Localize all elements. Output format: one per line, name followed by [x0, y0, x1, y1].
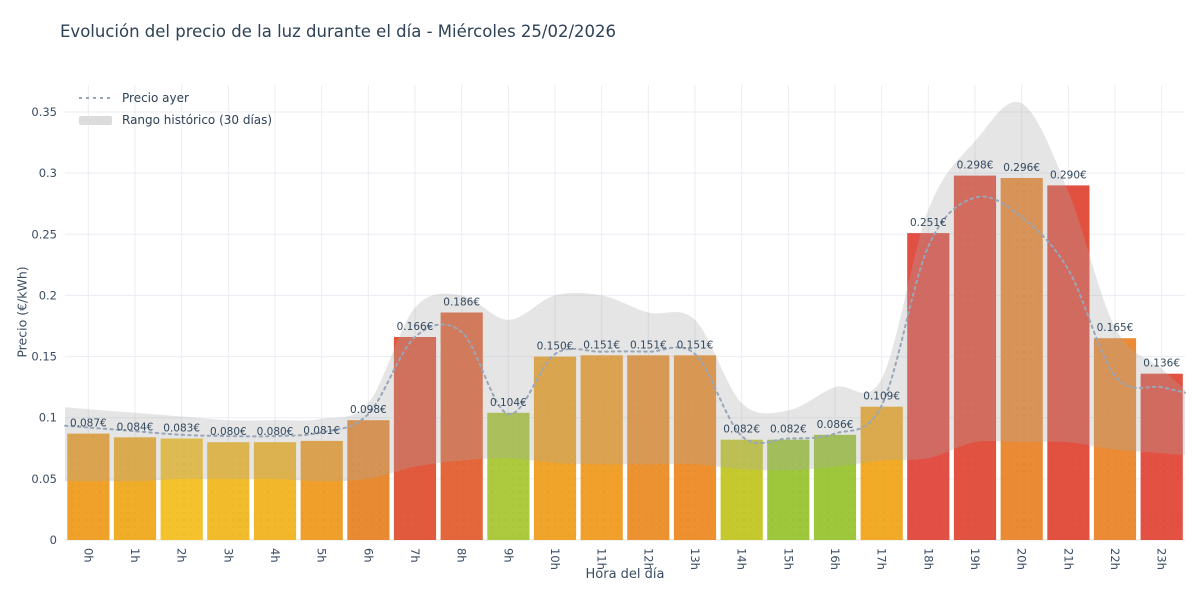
- bar-value-label: 0.165€: [1097, 322, 1134, 334]
- x-tick-label: 0h: [81, 548, 95, 563]
- bar-value-label: 0.290€: [1050, 169, 1087, 181]
- bar-value-label: 0.083€: [163, 423, 200, 435]
- x-tick-label: 23h: [1155, 548, 1169, 570]
- bar-value-label: 0.298€: [957, 160, 994, 172]
- x-tick-label: 2h: [175, 548, 189, 563]
- bar-value-label: 0.151€: [630, 339, 667, 351]
- x-tick-label: 18h: [921, 548, 935, 570]
- bar-value-label: 0.136€: [1143, 358, 1180, 370]
- legend-item-rango-historico[interactable]: Rango histórico (30 días): [79, 113, 272, 127]
- legend-label: Rango histórico (30 días): [122, 113, 273, 127]
- x-tick-label: 3h: [221, 548, 235, 563]
- x-tick-label: 4h: [268, 548, 282, 563]
- x-tick-label: 15h: [781, 548, 795, 570]
- y-tick-label: 0.35: [31, 105, 57, 119]
- bar-value-label: 0.087€: [70, 418, 107, 430]
- x-tick-label: 22h: [1108, 548, 1122, 570]
- y-tick-label: 0.2: [39, 288, 57, 302]
- y-axis-title: Precio (€/kWh): [14, 266, 30, 358]
- legend-label: Precio ayer: [122, 91, 189, 105]
- x-tick-label: 21h: [1061, 548, 1075, 570]
- bar-value-label: 0.086€: [817, 419, 854, 431]
- bar-value-label: 0.081€: [303, 425, 340, 437]
- bar-value-label: 0.080€: [210, 426, 247, 438]
- bar-value-label: 0.080€: [257, 426, 294, 438]
- x-tick-label: 1h: [128, 548, 142, 563]
- x-tick-label: 7h: [408, 548, 422, 563]
- legend-item-precio-ayer[interactable]: Precio ayer: [79, 91, 272, 105]
- y-tick-label: 0.05: [31, 472, 57, 486]
- x-tick-label: 9h: [501, 548, 515, 563]
- x-tick-label: 10h: [548, 548, 562, 570]
- chart-title: Evolución del precio de la luz durante e…: [60, 22, 617, 41]
- bar-value-label: 0.082€: [770, 424, 807, 436]
- x-tick-label: 6h: [361, 548, 375, 563]
- band-swatch-icon: [79, 115, 112, 125]
- x-tick-label: 5h: [315, 548, 329, 563]
- x-tick-label: 17h: [875, 548, 889, 570]
- bar-value-label: 0.082€: [723, 424, 760, 436]
- y-tick-label: 0.1: [39, 411, 57, 425]
- x-tick-label: 20h: [1015, 548, 1029, 570]
- bar-value-label: 0.296€: [1003, 162, 1040, 174]
- y-tick-label: 0.3: [39, 166, 57, 180]
- x-axis-title: Hora del día: [585, 567, 665, 582]
- historical-range-band[interactable]: [65, 101, 1185, 482]
- x-tick-label: 11h: [595, 548, 609, 570]
- bar-value-label: 0.104€: [490, 397, 527, 409]
- x-tick-label: 13h: [688, 548, 702, 570]
- y-tick-label: 0.25: [31, 227, 57, 241]
- chart-legend: Precio ayer Rango histórico (30 días): [79, 91, 272, 127]
- x-tick-label: 14h: [735, 548, 749, 570]
- bar-value-label: 0.151€: [583, 339, 620, 351]
- bar-value-label: 0.166€: [397, 321, 434, 333]
- bar-value-label: 0.109€: [863, 391, 900, 403]
- x-tick-label: 16h: [828, 548, 842, 570]
- bar-value-label: 0.098€: [350, 404, 387, 416]
- dotted-line-swatch-icon: [79, 97, 112, 99]
- bar-value-label: 0.251€: [910, 217, 947, 229]
- bar-value-label: 0.150€: [537, 341, 574, 353]
- x-tick-label: 19h: [968, 548, 982, 570]
- bar-value-label: 0.151€: [677, 339, 714, 351]
- bar-value-label: 0.186€: [443, 297, 480, 309]
- x-tick-label: 12h: [641, 548, 655, 570]
- y-tick-label: 0.15: [31, 350, 57, 364]
- y-tick-label: 0: [50, 533, 57, 547]
- x-tick-label: 8h: [455, 548, 469, 563]
- bar-value-label: 0.084€: [117, 421, 154, 433]
